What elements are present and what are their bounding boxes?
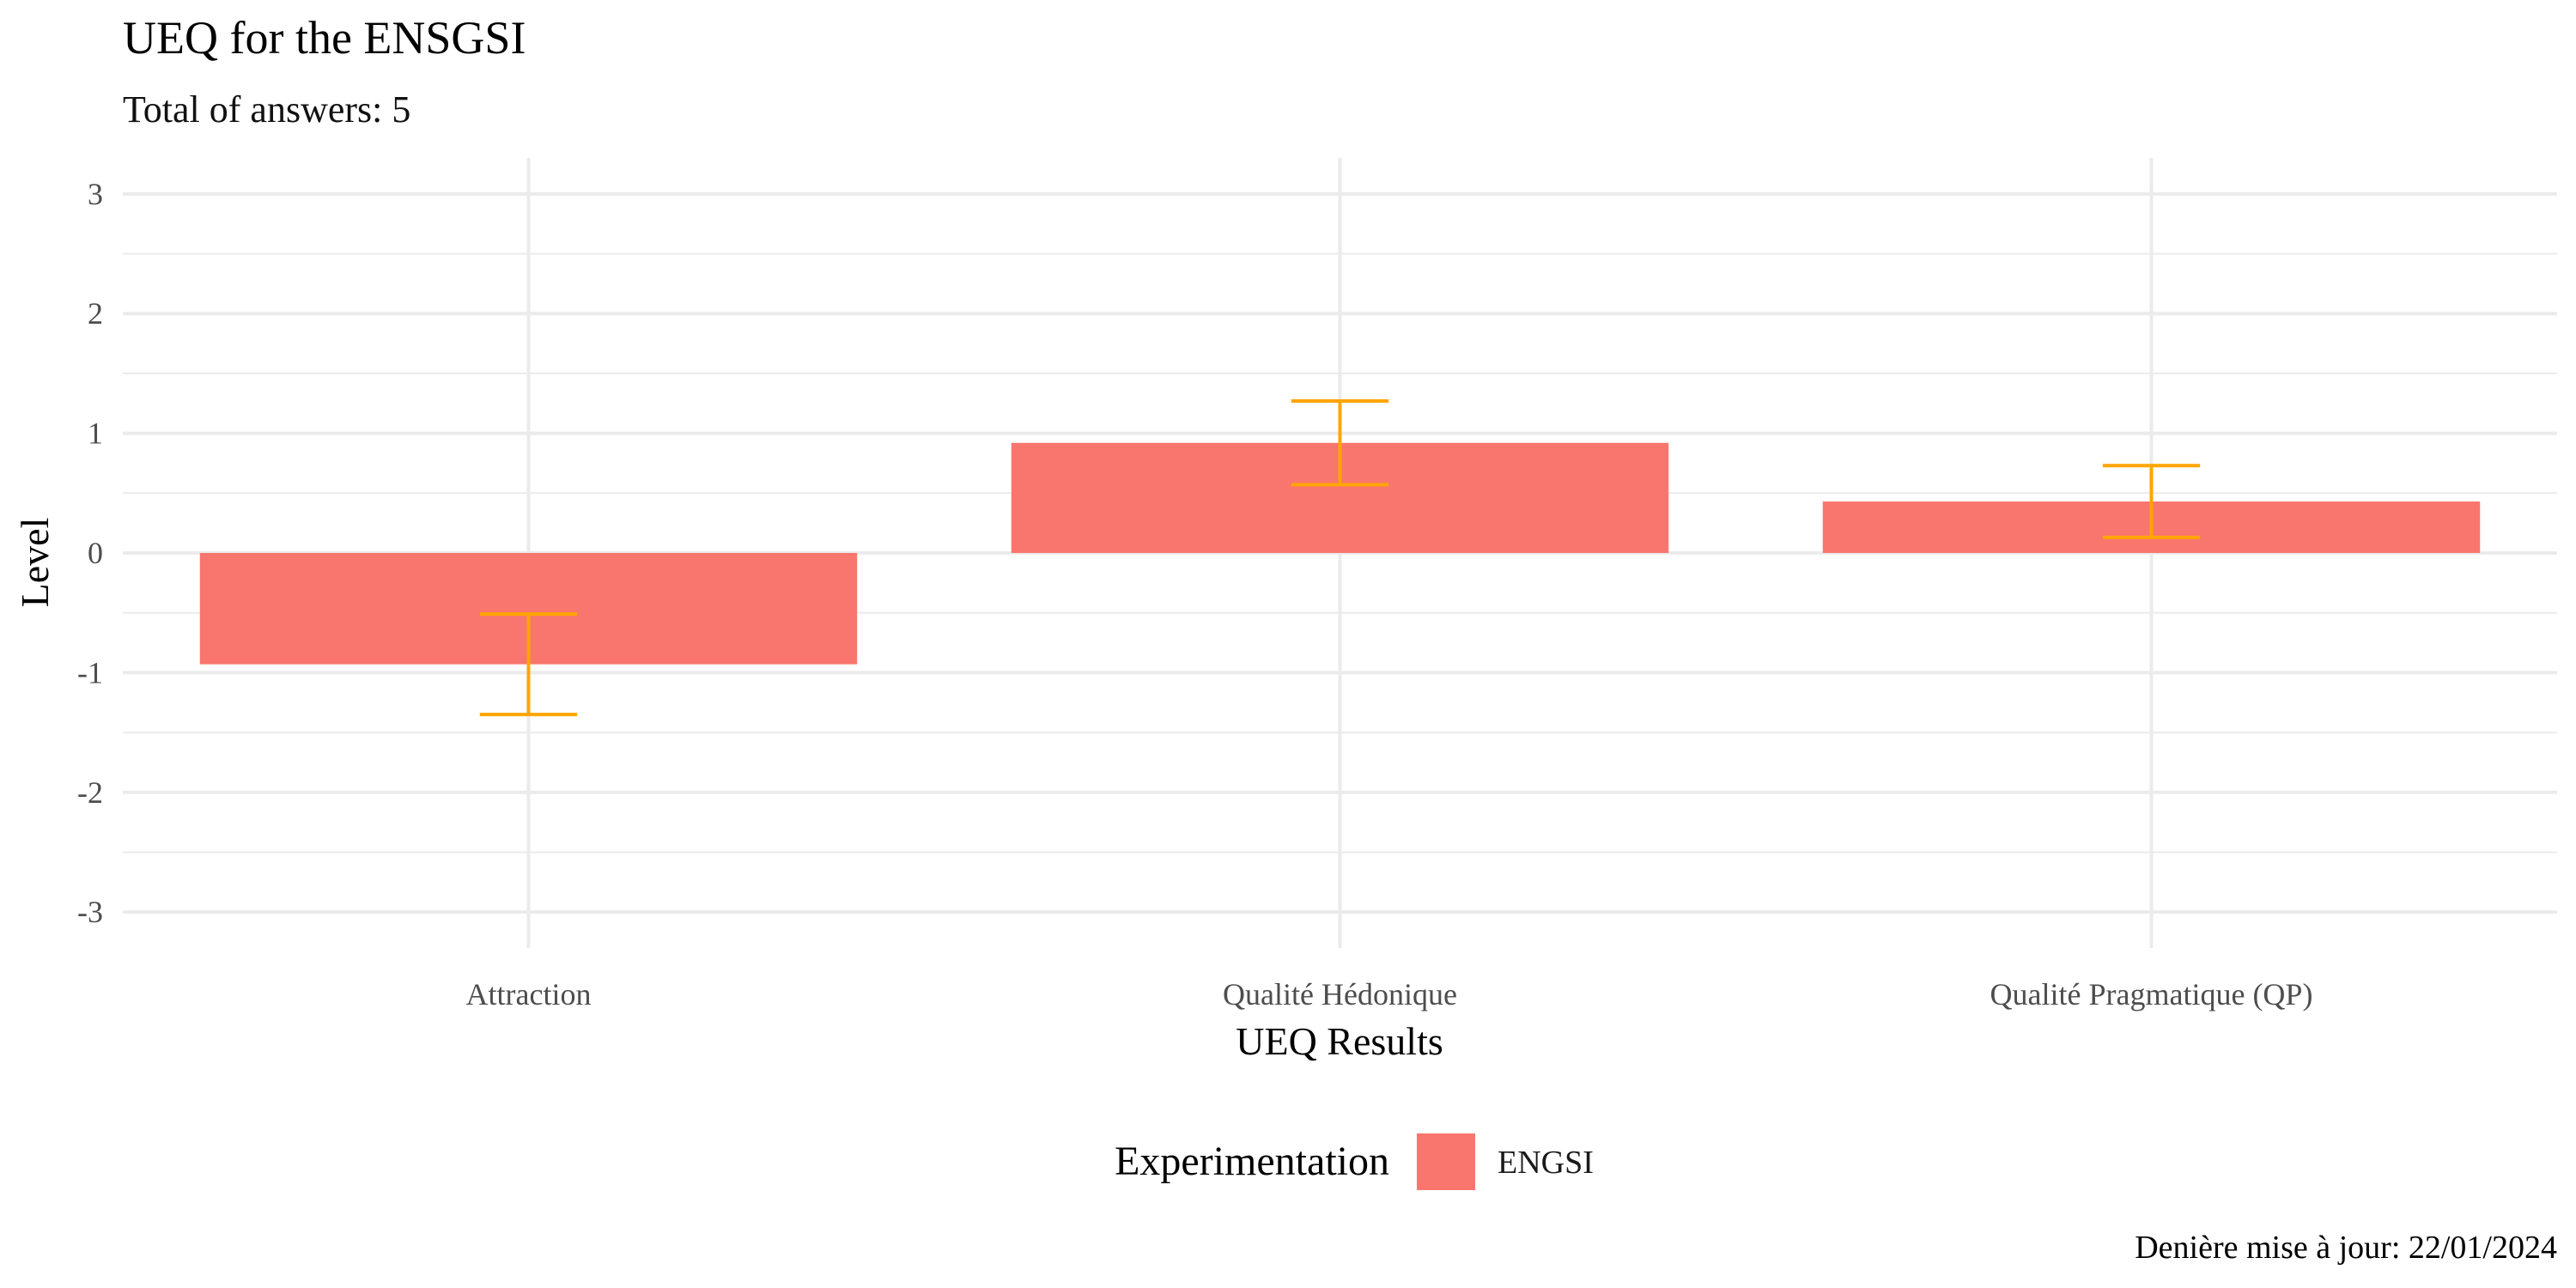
x-tick-labels: Attraction Qualité Hédonique Qualité Pragm… xyxy=(466,977,2313,1012)
caption-last-update: Denière mise à jour: 22/01/2024 xyxy=(2135,1230,2557,1266)
x-axis-title: UEQ Results xyxy=(1236,1019,1443,1063)
error-bar xyxy=(479,612,578,717)
y-axis-title: Level xyxy=(13,518,57,608)
error-bar xyxy=(1291,398,1389,487)
error-bar-layer xyxy=(479,398,2201,717)
x-tick-label: Qualité Hédonique xyxy=(1223,977,1457,1012)
y-tick-label: -2 xyxy=(77,775,103,810)
x-tick-label: Qualité Pragmatique (QP) xyxy=(1990,977,2313,1012)
y-tick-label: 1 xyxy=(88,416,103,451)
y-tick-label: 0 xyxy=(88,536,103,570)
chart-subtitle: Total of answers: 5 xyxy=(123,88,410,131)
error-bar xyxy=(2102,464,2201,539)
y-tick-label: -1 xyxy=(77,655,103,690)
legend-title: Experimentation xyxy=(1115,1139,1389,1184)
x-tick-label: Attraction xyxy=(466,977,592,1012)
legend: Experimentation ENGSI xyxy=(1115,1133,1594,1190)
y-tick-labels: -3 -2 -1 0 1 2 3 xyxy=(77,177,103,929)
y-tick-label: -3 xyxy=(77,895,103,929)
chart-title: UEQ for the ENSGSI xyxy=(123,12,526,64)
y-tick-label: 2 xyxy=(88,296,103,331)
legend-label-engsi: ENGSI xyxy=(1498,1145,1594,1181)
legend-swatch-engsi xyxy=(1417,1133,1475,1190)
y-tick-label: 3 xyxy=(88,177,103,211)
